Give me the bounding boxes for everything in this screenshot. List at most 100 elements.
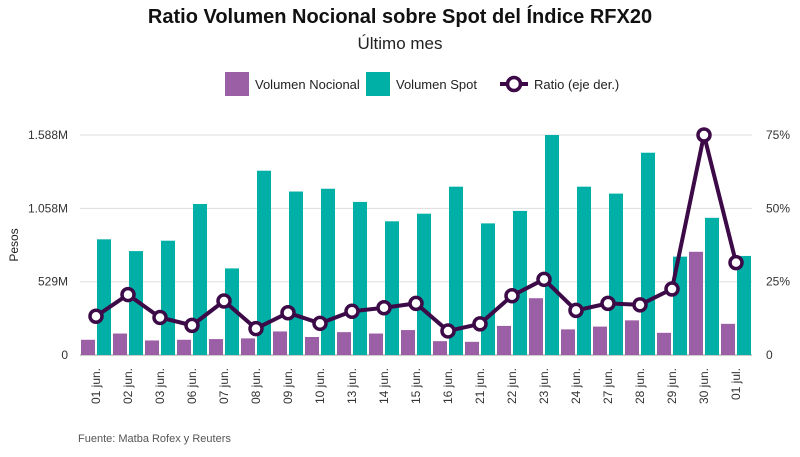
bar-nocional	[593, 326, 607, 355]
x-tick-label: 07 jun.	[217, 368, 231, 404]
x-tick-label: 29 jun.	[665, 368, 679, 404]
bar-nocional	[81, 339, 95, 355]
x-tick-label: 02 jun.	[121, 368, 135, 404]
bar-nocional	[689, 251, 703, 355]
ratio-point	[696, 127, 712, 143]
legend-swatch-nocional	[225, 72, 249, 96]
x-tick-label: 16 jun.	[441, 368, 455, 404]
bar-spot	[257, 170, 271, 355]
x-tick-label: 23 jun.	[537, 368, 551, 404]
x-tick-label: 01 jul.	[729, 368, 743, 400]
bar-spot	[577, 186, 591, 355]
x-tick-label: 08 jun.	[249, 368, 263, 404]
bar-nocional	[273, 331, 287, 355]
bar-nocional	[657, 332, 671, 355]
ratio-point	[664, 281, 680, 297]
ratio-point	[152, 309, 168, 326]
ratio-point	[536, 271, 552, 288]
bar-nocional	[625, 320, 639, 355]
bar-nocional	[305, 336, 319, 355]
bar-spot	[289, 191, 303, 355]
ratio-point	[472, 316, 488, 332]
ratio-point	[216, 293, 232, 309]
bar-spot	[545, 135, 559, 355]
bar-spot	[353, 201, 367, 355]
bar-nocional	[401, 330, 415, 355]
legend-label-ratio: Ratio (eje der.)	[534, 76, 620, 92]
legend-swatch-spot	[366, 72, 390, 96]
legend-item-nocional: Volumen Nocional	[225, 70, 360, 98]
x-tick-label: 03 jun.	[153, 368, 167, 404]
x-tick-label: 22 jun.	[505, 368, 519, 404]
bar-spot	[225, 268, 239, 355]
x-tick-label: 14 jun.	[377, 368, 391, 404]
bar-spot	[513, 210, 527, 355]
legend-item-ratio: Ratio (eje der.)	[498, 70, 619, 98]
x-tick-label: 09 jun.	[281, 368, 295, 404]
ratio-point	[248, 320, 264, 337]
y-tick-label: 1.588M	[28, 128, 68, 142]
x-tick-label: 13 jun.	[345, 368, 359, 404]
bar-nocional	[433, 341, 447, 355]
y2-tick-label: 25%	[766, 275, 790, 289]
ratio-point	[600, 295, 616, 312]
bar-spot	[161, 240, 175, 355]
bar-spot	[385, 221, 399, 355]
y-tick-label: 529M	[38, 275, 68, 289]
ratio-point	[728, 254, 744, 271]
x-tick-label: 21 jun.	[473, 368, 487, 404]
bar-nocional	[337, 332, 351, 355]
bar-nocional	[177, 339, 191, 355]
bar-spot	[737, 255, 751, 355]
x-tick-label: 27 jun.	[601, 368, 615, 404]
bar-nocional	[497, 325, 511, 355]
ratio-point	[408, 295, 424, 312]
ratio-point	[312, 315, 328, 332]
chart-subtitle: Último mes	[357, 34, 443, 53]
legend-label-spot: Volumen Spot	[396, 76, 477, 92]
bar-spot	[449, 186, 463, 355]
bar-nocional	[369, 333, 383, 355]
legend-swatch-ratio	[500, 75, 528, 93]
x-tick-label: 06 jun.	[185, 368, 199, 404]
bar-spot	[705, 217, 719, 355]
ratio-point	[440, 323, 456, 339]
bar-spot	[97, 239, 111, 355]
bar-nocional	[209, 339, 223, 355]
bar-nocional	[721, 323, 735, 355]
bar-spot	[481, 223, 495, 355]
ratio-point	[88, 308, 104, 325]
x-tick-label: 01 jun.	[89, 368, 103, 404]
x-tick-label: 10 jun.	[313, 368, 327, 404]
bar-spot	[641, 152, 655, 355]
bar-nocional	[529, 298, 543, 355]
y2-tick-label: 50%	[766, 201, 790, 215]
ratio-point	[120, 286, 136, 303]
legend-label-nocional: Volumen Nocional	[255, 76, 360, 92]
bar-spot	[129, 251, 143, 355]
x-tick-label: 28 jun.	[633, 368, 647, 404]
bar-nocional	[241, 338, 255, 355]
bar-spot	[609, 193, 623, 355]
y-tick-label: 1.058M	[28, 201, 68, 215]
bar-nocional	[113, 333, 127, 355]
y2-tick-label: 75%	[766, 128, 790, 142]
x-tick-label: 24 jun.	[569, 368, 583, 404]
ratio-point	[504, 287, 520, 304]
ratio-point	[184, 317, 200, 334]
ratio-point	[376, 300, 392, 316]
bar-spot	[321, 188, 335, 355]
y2-tick-label: 0	[766, 348, 773, 362]
ratio-point	[280, 305, 296, 321]
bar-spot	[417, 213, 431, 355]
ratio-point	[632, 297, 648, 313]
bar-nocional	[465, 341, 479, 355]
chart-legend: Volumen Nocional Volumen Spot Ratio (eje…	[0, 70, 800, 98]
legend-item-spot: Volumen Spot	[366, 70, 477, 98]
ratio-point	[344, 303, 360, 320]
bar-spot	[673, 256, 687, 355]
bar-nocional	[145, 340, 159, 355]
bar-nocional	[561, 329, 575, 355]
ratio-point	[568, 302, 584, 319]
